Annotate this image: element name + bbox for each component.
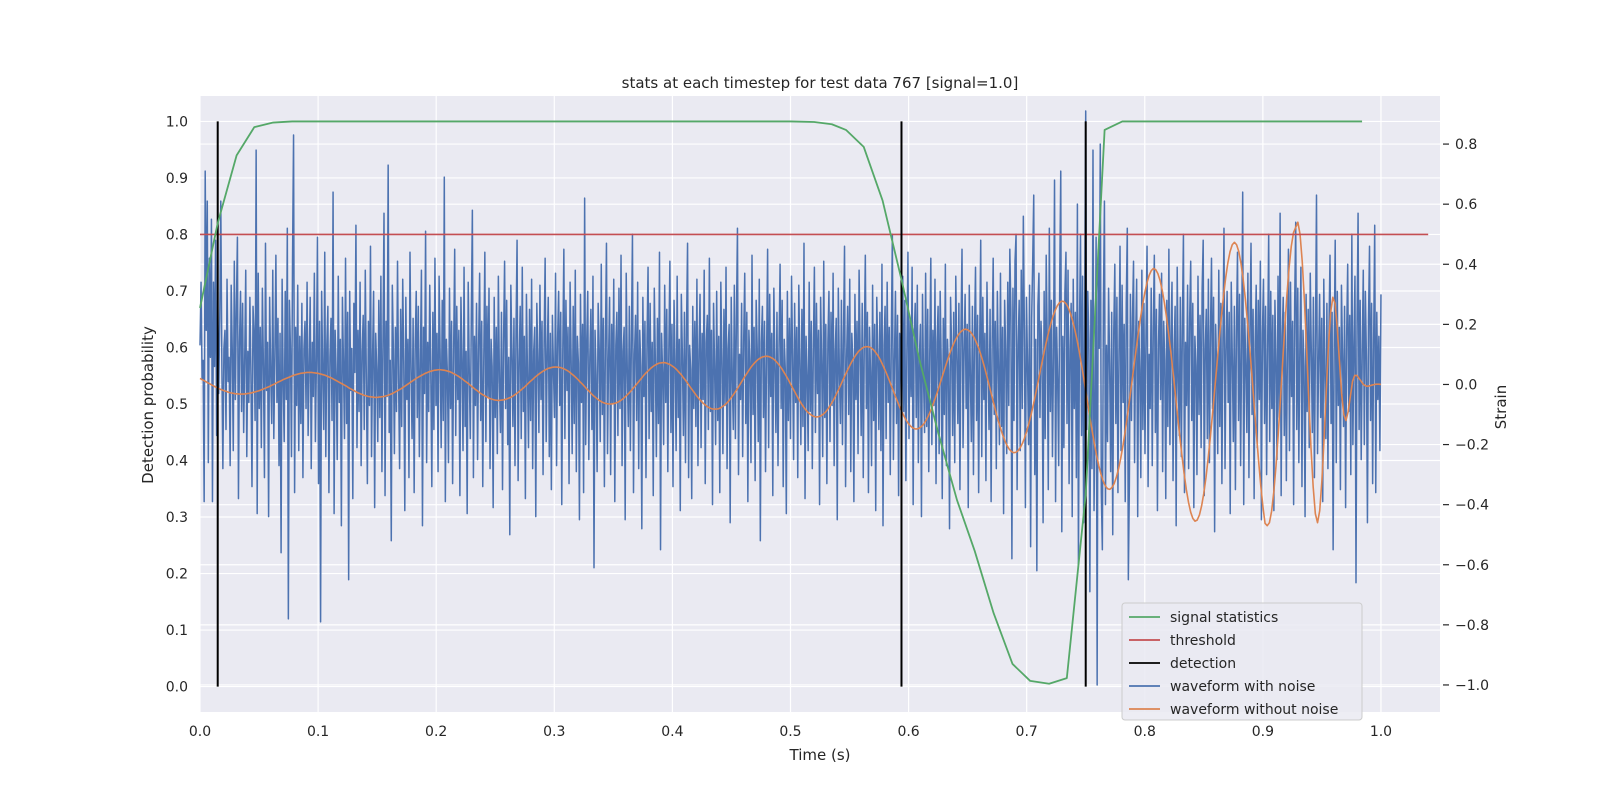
x-tick-label-1: 0.1 (307, 724, 329, 740)
legend-label-signal-statistics: signal statistics (1170, 610, 1278, 626)
legend-label-waveform-with-noise: waveform with noise (1170, 679, 1315, 695)
y-left-tick-label-9: 0.9 (166, 171, 188, 187)
y-right-tick-label-0: −1.0 (1455, 678, 1489, 694)
y-axis-left-label: Detection probability (139, 326, 157, 484)
y-left-tick-label-2: 0.2 (166, 567, 188, 583)
x-tick-label-0: 0.0 (189, 724, 211, 740)
x-tick-label-8: 0.8 (1134, 724, 1156, 740)
x-tick-label-9: 0.9 (1252, 724, 1274, 740)
y-right-tick-label-9: 0.8 (1455, 137, 1477, 153)
legend-box (1121, 602, 1363, 721)
y-right-tick-label-6: 0.2 (1455, 317, 1477, 333)
y-left-tick-label-7: 0.7 (166, 284, 188, 300)
y-left-tick-label-8: 0.8 (166, 227, 188, 243)
x-tick-label-3: 0.3 (543, 724, 565, 740)
y-right-tick-label-2: −0.6 (1455, 558, 1489, 574)
axes-layer: 0.0 0.1 0.2 0.3 0.4 0.5 0.6 0.7 0.8 0.9 1.0 0.0 0.1 0… (166, 114, 1489, 740)
y-left-tick-label-1: 0.1 (166, 623, 188, 639)
x-tick-label-2: 0.2 (425, 724, 447, 740)
series-waveform-without-noise (199, 221, 1382, 527)
y-right-tick-label-5: 0.0 (1455, 377, 1477, 393)
chart-title: stats at each timestep for test data 767… (622, 74, 1019, 92)
legend-label-threshold: threshold (1170, 633, 1236, 649)
x-tick-label-10: 1.0 (1370, 724, 1392, 740)
y-right-tick-label-3: −0.4 (1455, 498, 1489, 514)
x-tick-label-5: 0.5 (779, 724, 801, 740)
x-tick-label-7: 0.7 (1016, 724, 1038, 740)
legend-label-waveform-without-noise: waveform without noise (1170, 702, 1338, 718)
series-signal-statistics (199, 120, 1363, 685)
y-left-tick-label-10: 1.0 (166, 114, 188, 130)
y-left-tick-label-0: 0.0 (166, 680, 188, 696)
y-right-tick-label-1: −0.8 (1455, 618, 1489, 634)
y-axis-right-label: Strain (1492, 385, 1510, 429)
y-right-tick-label-4: −0.2 (1455, 438, 1489, 454)
y-left-tick-label-4: 0.4 (166, 454, 188, 470)
y-left-tick-label-3: 0.3 (166, 510, 188, 526)
y-left-tick-label-5: 0.5 (166, 397, 188, 413)
legend-label-detection: detection (1170, 656, 1236, 672)
y-right-tick-label-7: 0.4 (1455, 257, 1477, 273)
series-layer (199, 110, 1429, 687)
series-waveform-with-noise (199, 110, 1382, 686)
y-left-tick-label-6: 0.6 (166, 340, 188, 356)
legend: signal statistics threshold detection wa… (1121, 602, 1363, 721)
x-tick-label-6: 0.6 (897, 724, 919, 740)
x-tick-label-4: 0.4 (661, 724, 683, 740)
x-axis-label: Time (s) (789, 746, 851, 764)
y-right-tick-label-8: 0.6 (1455, 197, 1477, 213)
